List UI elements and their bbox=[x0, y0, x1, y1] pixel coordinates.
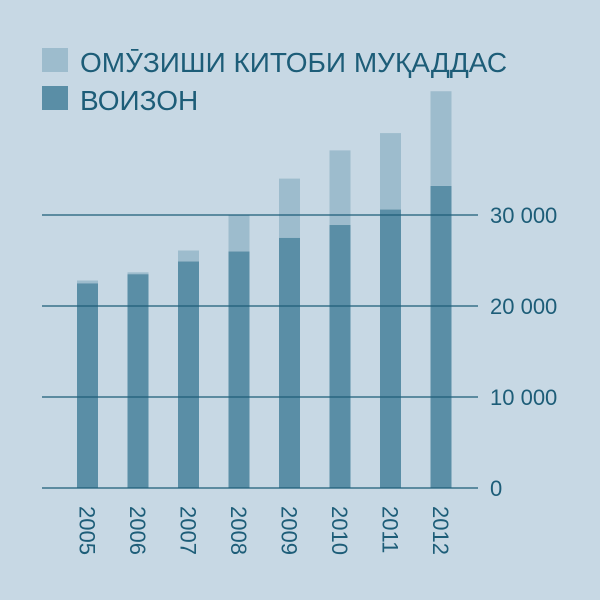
bar-study-2011 bbox=[380, 133, 401, 210]
x-tick-label: 2007 bbox=[176, 506, 201, 555]
legend-label-study: ОМӮЗИШИ КИТОБИ МУҚАДДАС bbox=[80, 47, 507, 78]
bar-publishers-2005 bbox=[77, 283, 98, 488]
bar-study-2009 bbox=[279, 178, 300, 238]
x-tick-label: 2011 bbox=[378, 506, 403, 553]
gridlines bbox=[42, 214, 478, 489]
x-tick-label: 2008 bbox=[226, 506, 251, 555]
bar-publishers-2012 bbox=[430, 185, 452, 488]
legend-swatch-publishers bbox=[42, 86, 68, 110]
bar-publishers-2006 bbox=[127, 274, 149, 488]
y-tick-label: 30 000 bbox=[490, 203, 557, 228]
x-tick-label: 2012 bbox=[428, 506, 453, 555]
bar-publishers-2011 bbox=[380, 209, 401, 489]
bar-study-2005 bbox=[77, 280, 98, 284]
bar-study-2007 bbox=[178, 250, 199, 262]
legend: ОМӮЗИШИ КИТОБИ МУҚАДДАС ВОИЗОН bbox=[42, 47, 507, 116]
bar-study-2006 bbox=[127, 272, 149, 275]
bar-study-2010 bbox=[329, 150, 351, 226]
bar-publishers-2007 bbox=[178, 261, 199, 488]
legend-label-publishers: ВОИЗОН bbox=[80, 85, 198, 116]
bars bbox=[77, 91, 452, 489]
y-tick-label: 0 bbox=[490, 476, 502, 501]
bar-study-2008 bbox=[228, 215, 250, 252]
bar-publishers-2009 bbox=[279, 237, 300, 488]
y-tick-label: 10 000 bbox=[490, 385, 557, 410]
bar-publishers-2008 bbox=[228, 251, 250, 488]
y-axis-ticks: 0 10 000 20 000 30 000 bbox=[490, 203, 557, 501]
bar-publishers-2010 bbox=[329, 225, 351, 488]
x-tick-label: 2005 bbox=[75, 506, 100, 555]
x-tick-label: 2010 bbox=[327, 506, 352, 555]
legend-swatch-study bbox=[42, 48, 68, 72]
y-tick-label: 20 000 bbox=[490, 294, 557, 319]
x-tick-label: 2009 bbox=[277, 506, 302, 555]
x-axis-ticks: 2005 2006 2007 2008 2009 2010 2011 2012 bbox=[75, 506, 454, 555]
x-tick-label: 2006 bbox=[125, 506, 150, 555]
bar-study-2012 bbox=[430, 91, 452, 186]
